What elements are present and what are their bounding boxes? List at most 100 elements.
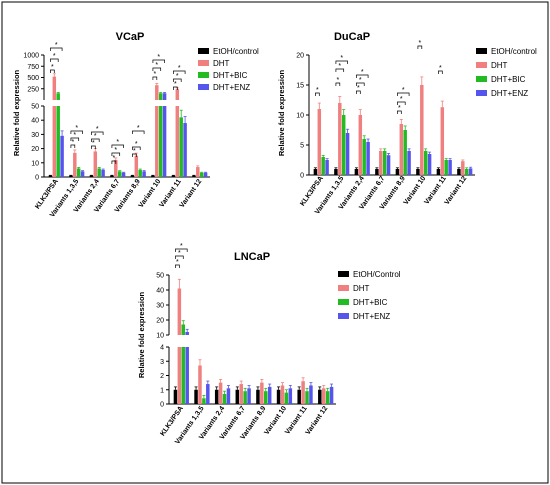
bar-etoh-control — [375, 169, 379, 175]
significance-star: * — [398, 105, 401, 112]
bar-dht-enz — [60, 135, 64, 177]
bar-etoh-control — [194, 389, 198, 404]
bar-dht — [338, 103, 342, 175]
bar-dht-bic — [202, 398, 206, 404]
bar-etoh-control — [297, 389, 301, 404]
bar-etoh-control — [110, 175, 114, 177]
bar-dht — [114, 159, 118, 177]
y-tick-label: 250 — [27, 86, 39, 93]
y-tick-label: 30 — [156, 303, 164, 310]
significance-bracket — [50, 47, 63, 51]
significance-bracket — [335, 60, 348, 64]
bar-dht-enz — [247, 388, 251, 404]
significance-bracket — [175, 248, 188, 252]
bar-dht-bic — [464, 169, 469, 175]
significance-bracket — [356, 82, 365, 86]
significance-star: * — [180, 243, 183, 250]
significance-bracket — [91, 145, 96, 149]
bar-dht-bic — [382, 151, 387, 175]
y-tick-label: 50 — [156, 273, 164, 280]
legend-swatch — [338, 299, 349, 305]
bar-etoh-control — [457, 169, 461, 175]
legend-label: DHT — [213, 59, 230, 68]
y-tick-label: 500 — [27, 75, 39, 82]
bar-dht — [52, 76, 57, 177]
bar-dht-enz — [448, 160, 452, 175]
bar-dht-bic — [138, 169, 142, 177]
significance-bracket — [111, 144, 124, 148]
significance-star: * — [359, 77, 362, 84]
y-tick-label: 40 — [156, 288, 164, 295]
y-tick-label: 15 — [296, 83, 304, 90]
bar-dht-bic — [181, 324, 186, 404]
significance-star: * — [340, 55, 343, 62]
significance-star: * — [75, 125, 78, 132]
significance-bracket — [70, 137, 80, 141]
significance-star: * — [178, 250, 181, 257]
bar-dht-enz — [468, 168, 473, 175]
significance-star: * — [155, 62, 158, 69]
legend-swatch — [198, 60, 209, 66]
significance-bracket — [173, 78, 182, 82]
significance-star: * — [94, 133, 97, 140]
bar-dht-bic — [341, 115, 346, 175]
y-tick-label: 20 — [296, 53, 304, 60]
legend-label: DHT — [491, 61, 508, 70]
bar-dht — [301, 381, 305, 404]
bar-dht-bic — [56, 93, 60, 177]
significance-star: * — [174, 81, 177, 88]
chart-title: VCaP — [116, 31, 145, 43]
legend-swatch — [476, 48, 487, 54]
bar-dht-bic — [305, 391, 309, 404]
bar-dht-bic — [117, 171, 122, 177]
legend-swatch — [338, 285, 349, 291]
significance-bracket — [173, 86, 178, 90]
bar-dht-enz — [288, 388, 293, 404]
bar-dht-enz — [329, 386, 334, 404]
significance-star: * — [361, 69, 364, 76]
legend-label: DHT+BIC — [353, 298, 388, 307]
significance-bracket — [173, 70, 186, 74]
significance-star: * — [135, 141, 138, 148]
legend-label: DHT — [353, 284, 370, 293]
significance-star: * — [178, 65, 181, 72]
bar-dht — [399, 124, 404, 175]
legend-swatch — [198, 84, 209, 90]
bar-dht-bic — [243, 391, 247, 404]
y-tick-label: 50 — [31, 104, 39, 111]
y-tick-label: 30 — [31, 132, 39, 139]
y-tick-label: 0 — [160, 402, 164, 409]
y-tick-label: 5 — [300, 143, 304, 150]
axis-break-gap — [154, 100, 160, 106]
bar-dht-enz — [203, 172, 208, 177]
y-tick-label: 750 — [27, 64, 39, 71]
significance-bracket — [152, 59, 165, 63]
y-tick-label: 0 — [300, 173, 304, 180]
significance-star: * — [137, 125, 140, 132]
axis-break-gap — [184, 335, 190, 347]
significance-bracket — [50, 58, 59, 62]
significance-bracket — [356, 74, 369, 78]
significance-bracket — [335, 82, 341, 86]
bar-dht-bic — [199, 172, 204, 177]
significance-star: * — [73, 132, 76, 139]
legend-swatch — [338, 271, 349, 277]
significance-star: * — [116, 139, 119, 146]
significance-bracket — [132, 153, 137, 157]
significance-bracket — [111, 152, 121, 156]
significance-star: * — [114, 147, 117, 154]
bar-etoh-control — [436, 169, 441, 175]
axis-break-gap — [175, 100, 180, 106]
bar-dht-enz — [345, 133, 350, 175]
legend-swatch — [476, 76, 487, 82]
legend-swatch — [198, 72, 209, 78]
significance-star: * — [96, 126, 99, 133]
significance-bracket — [70, 130, 83, 134]
y-axis-label: Relative fold expression — [137, 291, 146, 378]
bar-dht — [280, 385, 285, 404]
significance-bracket — [132, 146, 141, 150]
significance-star: * — [316, 87, 319, 94]
significance-star: * — [55, 42, 58, 49]
legend-label: EtOH/Control — [353, 270, 401, 279]
